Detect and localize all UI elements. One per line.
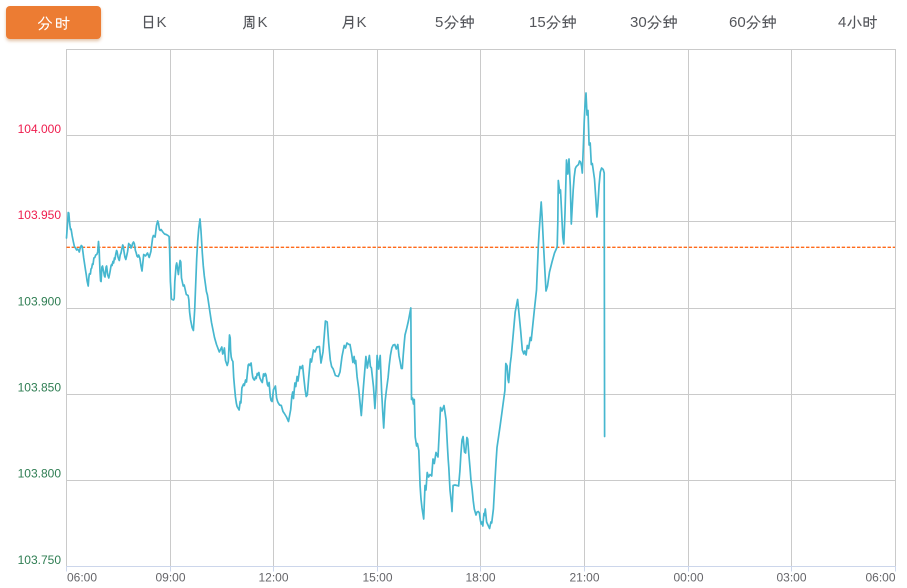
svg-text:104.000: 104.000	[18, 122, 62, 136]
svg-text:4: 4	[838, 14, 846, 30]
svg-text:15:00: 15:00	[362, 570, 392, 584]
svg-text:103.850: 103.850	[18, 381, 62, 395]
svg-text:30: 30	[630, 14, 647, 30]
svg-text:12:00: 12:00	[258, 570, 288, 584]
svg-text:00:00: 00:00	[673, 570, 703, 584]
svg-text:21:00: 21:00	[569, 570, 599, 584]
svg-text:18:00: 18:00	[465, 570, 495, 584]
svg-text:103.950: 103.950	[18, 208, 62, 222]
svg-text:103.900: 103.900	[18, 294, 62, 308]
svg-text:K: K	[357, 14, 367, 30]
svg-text:5: 5	[435, 14, 443, 30]
svg-text:03:00: 03:00	[776, 570, 806, 584]
svg-text:103.750: 103.750	[18, 553, 62, 567]
svg-text:103.800: 103.800	[18, 467, 62, 481]
svg-text:15: 15	[529, 14, 546, 30]
svg-text:06:00: 06:00	[865, 570, 895, 584]
svg-text:K: K	[157, 14, 167, 30]
svg-text:K: K	[258, 14, 268, 30]
svg-text:06:00: 06:00	[67, 570, 97, 584]
svg-text:60: 60	[729, 14, 746, 30]
svg-text:09:00: 09:00	[155, 570, 185, 584]
